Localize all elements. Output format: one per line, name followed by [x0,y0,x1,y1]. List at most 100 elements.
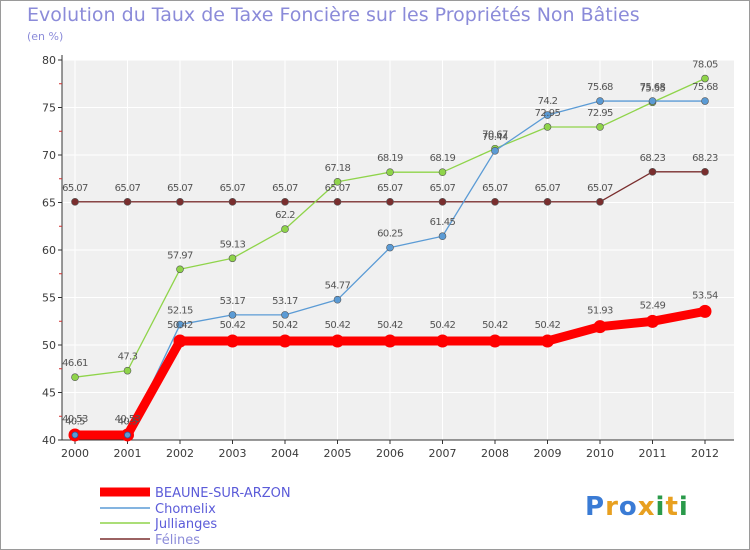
data-label: 68.23 [692,153,718,164]
x-tick-label: 2004 [271,447,299,460]
logo-letter: x [637,492,656,522]
x-tick-label: 2006 [376,447,404,460]
data-point [228,254,237,263]
data-label: 53.54 [692,290,718,301]
data-point [228,311,237,319]
x-tick-label: 2009 [534,447,562,460]
data-label: 40.5 [118,416,138,427]
data-point-overlay [71,431,79,439]
x-tick-label: 2011 [639,447,667,460]
data-point [281,198,289,206]
data-label: 72.95 [535,108,561,119]
data-label: 50.42 [167,320,193,331]
data-point [436,334,449,348]
data-point [543,111,552,119]
data-label: 68.23 [640,153,666,164]
data-point [176,198,184,206]
data-point [386,243,394,252]
data-point [281,225,289,233]
logo-letter: P [585,492,606,522]
data-label: 65.07 [62,183,88,194]
y-tick-label: 40 [42,434,56,447]
data-point [648,168,657,176]
data-point [543,198,552,206]
data-point [176,265,184,274]
data-point [333,177,342,186]
data-point [333,198,342,206]
data-label: 40.53 [115,414,141,425]
data-label: 74.2 [538,96,558,107]
data-label: 59.13 [220,239,246,250]
data-label: 65.07 [167,183,193,194]
data-point [438,232,447,241]
data-point [71,198,79,206]
data-label: 65.07 [272,183,298,194]
y-tick-label: 65 [42,197,56,210]
legend-entry: Chomelix [155,502,216,517]
data-label: 67.18 [325,163,351,174]
data-point [123,366,132,375]
y-tick-label: 60 [42,244,56,257]
data-point [646,314,659,328]
data-label: 50.42 [377,320,403,331]
data-label: 65.07 [377,183,403,194]
data-label: 65.07 [220,183,246,194]
data-point [596,123,604,131]
data-label: 50.42 [220,320,246,331]
data-label: 65.07 [115,183,141,194]
data-label: 70.44 [482,132,508,143]
data-label: 65.07 [482,183,508,194]
y-tick-label: 80 [42,54,56,67]
x-tick-label: 2002 [166,447,194,460]
x-tick-label: 2012 [691,447,719,460]
data-label: 50.42 [430,320,456,331]
x-tick-label: 2000 [61,447,89,460]
data-point [331,334,344,348]
data-label: 53.17 [220,296,246,307]
data-point [701,97,709,105]
legend-entry: Félines [155,533,200,548]
y-tick-label: 75 [42,102,56,115]
data-point [173,334,187,348]
data-point [491,147,499,155]
x-tick-label: 2003 [219,447,247,460]
logo-letter: i [655,492,666,522]
data-point [648,97,657,105]
data-point [386,198,394,206]
data-point [386,168,394,176]
data-label: 52.49 [640,300,666,311]
data-label: 65.07 [430,183,456,194]
unit-label: (en %) [27,30,64,43]
data-label: 60.25 [377,229,403,240]
data-point [701,168,709,176]
data-point [596,97,604,105]
data-point [596,198,604,206]
data-label: 75.68 [587,82,613,93]
data-label: 75.68 [640,82,666,93]
data-point [71,373,79,382]
logo-letter: i [678,492,689,522]
data-label: 50.42 [272,320,298,331]
x-tick-label: 2008 [481,447,509,460]
data-label: 54.77 [325,281,351,292]
proxiti-logo: Proxiti [585,492,689,522]
data-label: 72.95 [587,108,613,119]
data-label: 50.42 [535,320,561,331]
y-tick-label: 55 [42,292,56,305]
data-point [226,334,239,348]
data-point [278,334,292,348]
y-tick-label: 45 [42,387,56,400]
x-tick-label: 2010 [586,447,614,460]
chart-title: Evolution du Taux de Taxe Foncière sur l… [27,4,640,26]
data-label: 65.07 [535,183,561,194]
data-point [541,334,554,348]
data-label: 52.15 [167,306,193,317]
data-label: 61.45 [430,217,456,228]
data-point [438,168,447,176]
x-tick-label: 2001 [114,447,142,460]
data-point [438,198,447,206]
legend-entry: BEAUNE-SUR-ARZON [155,486,291,501]
data-point-overlay [124,431,131,439]
data-label: 51.93 [587,306,613,317]
